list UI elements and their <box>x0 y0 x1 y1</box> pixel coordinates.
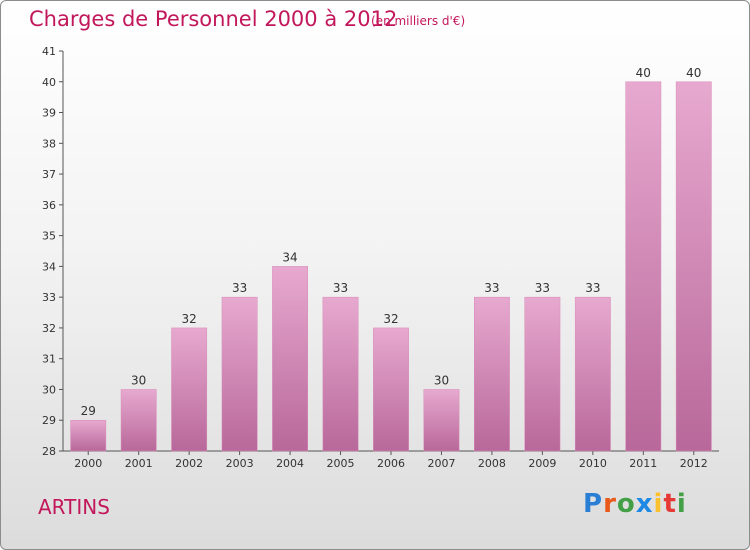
y-tick-label: 29 <box>42 414 56 427</box>
bar-2001[interactable] <box>120 389 157 452</box>
bar-2000[interactable] <box>70 419 107 452</box>
y-tick-label: 37 <box>42 168 56 181</box>
y-tick-label: 30 <box>42 383 56 396</box>
chart-title: Charges de Personnel 2000 à 2012 <box>29 7 398 31</box>
y-tick-label: 32 <box>42 322 56 335</box>
bar-2004[interactable] <box>272 266 308 452</box>
value-label-2012: 40 <box>686 66 701 80</box>
x-tick-label-2012: 2012 <box>680 457 708 470</box>
logo-letter: i <box>653 489 664 519</box>
x-tick-label-2005: 2005 <box>327 457 355 470</box>
value-label-2004: 34 <box>282 250 297 264</box>
logo-letter: r <box>603 489 617 519</box>
value-label-2002: 32 <box>182 312 197 326</box>
y-tick-label: 41 <box>42 45 56 58</box>
y-tick-label: 38 <box>42 137 56 150</box>
commune-name: ARTINS <box>38 495 110 519</box>
bar-2002[interactable] <box>171 327 208 452</box>
value-label-2001: 30 <box>131 373 146 387</box>
y-tick-label: 33 <box>42 291 56 304</box>
y-tick-label: 34 <box>42 260 56 273</box>
x-tick-label-2010: 2010 <box>579 457 607 470</box>
x-tick-label-2006: 2006 <box>377 457 405 470</box>
bar-2008[interactable] <box>474 296 510 452</box>
y-tick-label: 40 <box>42 76 56 89</box>
value-label-2003: 33 <box>232 281 247 295</box>
chart-bars <box>70 81 712 452</box>
x-tick-label-2003: 2003 <box>226 457 254 470</box>
logo-letter: x <box>635 489 654 519</box>
bar-2007[interactable] <box>423 389 460 452</box>
bar-2005[interactable] <box>322 296 359 452</box>
y-tick-label: 36 <box>42 199 56 212</box>
bar-2010[interactable] <box>574 296 611 452</box>
x-tick-label-2008: 2008 <box>478 457 506 470</box>
value-label-2007: 30 <box>434 373 449 387</box>
proxiti-logo[interactable]: Proxiti <box>583 489 687 519</box>
x-tick-label-2000: 2000 <box>74 457 102 470</box>
value-label-2009: 33 <box>535 281 550 295</box>
x-tick-label-2004: 2004 <box>276 457 304 470</box>
bar-2011[interactable] <box>625 81 662 452</box>
x-tick-label-2009: 2009 <box>528 457 556 470</box>
bar-2003[interactable] <box>221 296 258 452</box>
chart-axes: 28 29 30 31 32 33 34 35 36 37 38 39 40 41 <box>42 45 719 458</box>
x-tick-label-2007: 2007 <box>427 457 455 470</box>
y-tick-label: 31 <box>42 353 56 366</box>
value-label-2011: 40 <box>636 66 651 80</box>
value-label-2008: 33 <box>484 281 499 295</box>
value-label-2005: 33 <box>333 281 348 295</box>
x-tick-label-2011: 2011 <box>629 457 657 470</box>
value-label-2010: 33 <box>585 281 600 295</box>
x-tick-label-2001: 2001 <box>125 457 153 470</box>
y-tick-label: 28 <box>42 445 56 458</box>
y-tick-label: 35 <box>42 230 56 243</box>
logo-letter: P <box>583 489 604 519</box>
value-label-2000: 29 <box>81 404 96 418</box>
bar-2012[interactable] <box>675 81 712 452</box>
chart-subtitle: (en milliers d'€) <box>371 14 466 28</box>
chart-labels: 2000 29 2001 30 2002 32 2003 33 2004 34 2005 33 2006… <box>74 66 708 470</box>
logo-letter: t <box>663 489 677 519</box>
x-tick-label-2002: 2002 <box>175 457 203 470</box>
value-label-2006: 32 <box>383 312 398 326</box>
bar-2006[interactable] <box>373 327 409 452</box>
logo-letter: o <box>616 489 636 519</box>
logo-letter: i <box>676 489 687 519</box>
y-tick-label: 39 <box>42 107 56 120</box>
bar-2009[interactable] <box>524 296 561 452</box>
